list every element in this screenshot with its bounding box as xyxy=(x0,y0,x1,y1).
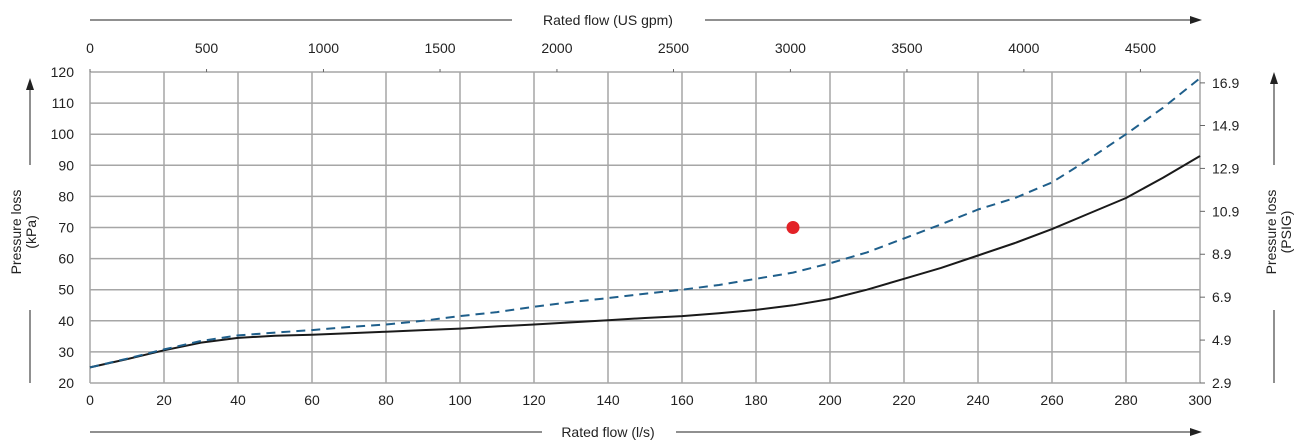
x-tick-label: 200 xyxy=(818,392,842,408)
y2-tick-label: 6.9 xyxy=(1212,289,1232,305)
left-axis-title-group: Pressure loss(kPa) xyxy=(8,78,39,383)
data-point-marker xyxy=(786,221,800,234)
y-tick-label: 110 xyxy=(52,95,75,111)
right-axis-title-group: Pressure loss(PSIG) xyxy=(1263,72,1294,383)
left-axis-arrowhead xyxy=(26,78,34,90)
y2-tick-label: 8.9 xyxy=(1212,246,1232,262)
right-axis-arrowhead xyxy=(1270,72,1278,84)
x2-tick-label: 2000 xyxy=(541,40,572,56)
left-axis-title: Pressure loss(kPa) xyxy=(8,190,39,275)
top-axis-title-group: Rated flow (US gpm) xyxy=(90,12,1202,28)
x2-tick-label: 4000 xyxy=(1008,40,1039,56)
y-tick-label: 70 xyxy=(58,220,74,236)
bottom-axis-title: Rated flow (l/s) xyxy=(561,424,654,440)
x-tick-label: 100 xyxy=(448,392,472,408)
x-tick-label: 220 xyxy=(892,392,916,408)
top-axis-arrowhead xyxy=(1190,16,1202,24)
x-tick-label: 280 xyxy=(1114,392,1138,408)
x-tick-label: 240 xyxy=(966,392,990,408)
axes: 0 20 40 60 80 100 120 140 160 180 200 220 240 260 280 3… xyxy=(51,40,1240,408)
points xyxy=(786,221,800,234)
x2-tick-label: 2500 xyxy=(658,40,689,56)
series-line-solid xyxy=(89,155,1201,369)
y2-tick-label: 2.9 xyxy=(1212,375,1232,391)
x-tick-label: 40 xyxy=(230,392,246,408)
x-tick-label: 0 xyxy=(86,392,94,408)
x2-tick-label: 500 xyxy=(195,40,219,56)
axis-title-line: (kPa) xyxy=(23,215,39,248)
y2-tick-label: 10.9 xyxy=(1212,203,1239,219)
y-tick-label: 20 xyxy=(58,375,74,391)
x-tick-label: 120 xyxy=(522,392,546,408)
x-tick-label: 180 xyxy=(744,392,768,408)
x-tick-label: 300 xyxy=(1188,392,1212,408)
y-tick-label: 80 xyxy=(58,188,74,204)
x2-tick-label: 1500 xyxy=(424,40,455,56)
x-tick-label: 140 xyxy=(596,392,620,408)
axis-title-line: Pressure loss xyxy=(1263,190,1279,275)
x2-tick-label: 3500 xyxy=(891,40,922,56)
series-line-dashed xyxy=(89,77,1201,369)
y-tick-label: 90 xyxy=(58,157,74,173)
y2-tick-label: 12.9 xyxy=(1212,160,1239,176)
x2-tick-label: 1000 xyxy=(308,40,339,56)
y2-tick-label: 16.9 xyxy=(1212,75,1239,91)
x2-tick-label: 4500 xyxy=(1125,40,1156,56)
y-tick-label: 120 xyxy=(51,64,75,80)
bottom-axis-arrowhead xyxy=(1190,428,1202,436)
y-tick-label: 30 xyxy=(58,344,74,360)
grid xyxy=(89,71,1201,384)
y-tick-label: 60 xyxy=(58,251,74,267)
x2-tick-label: 3000 xyxy=(775,40,806,56)
x-tick-label: 80 xyxy=(378,392,394,408)
x-tick-label: 260 xyxy=(1040,392,1064,408)
y-tick-label: 100 xyxy=(51,126,75,142)
series xyxy=(89,77,1201,369)
y-tick-label: 40 xyxy=(58,313,74,329)
x2-tick-label: 0 xyxy=(86,40,94,56)
x-tick-label: 60 xyxy=(304,392,320,408)
y2-tick-label: 4.9 xyxy=(1212,332,1232,348)
top-axis-title: Rated flow (US gpm) xyxy=(543,12,673,28)
x-tick-label: 160 xyxy=(670,392,694,408)
right-axis-title: Pressure loss(PSIG) xyxy=(1263,190,1294,275)
y-tick-label: 50 xyxy=(58,282,74,298)
y2-tick-label: 14.9 xyxy=(1212,117,1239,133)
bottom-axis-title-group: Rated flow (l/s) xyxy=(90,424,1202,440)
x-tick-label: 20 xyxy=(156,392,172,408)
axis-title-line: (PSIG) xyxy=(1278,211,1294,254)
axis-title-line: Pressure loss xyxy=(8,190,24,275)
